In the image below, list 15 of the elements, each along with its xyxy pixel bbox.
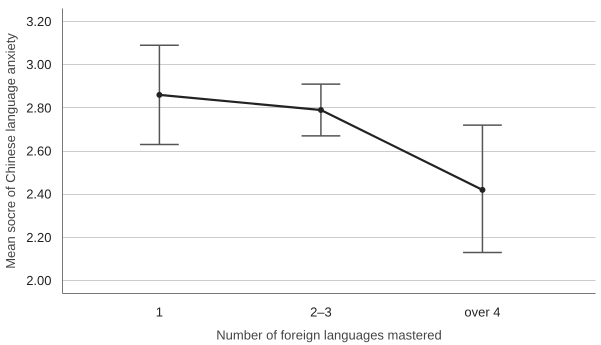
- x-tick-label: 1: [156, 304, 164, 320]
- y-tick-label: 2.20: [26, 230, 52, 245]
- y-tick-label: 2.80: [26, 100, 52, 116]
- y-tick-label: 2.40: [26, 186, 52, 202]
- point: [156, 92, 162, 98]
- y-tick-label: 2.00: [26, 273, 52, 288]
- x-axis-title: Number of foreign languages mastered: [216, 328, 442, 342]
- y-tick-label: 2.60: [26, 144, 52, 158]
- x-tick-label: 2–3: [310, 304, 332, 320]
- point: [479, 186, 486, 193]
- x-tick-label: over 4: [464, 304, 501, 320]
- point: [318, 106, 324, 113]
- y-axis-title: Mean socre of Chinese language anxiety: [3, 32, 18, 269]
- y-tick-label: 3.20: [26, 14, 52, 29]
- y-tick-label: 3.00: [26, 57, 52, 72]
